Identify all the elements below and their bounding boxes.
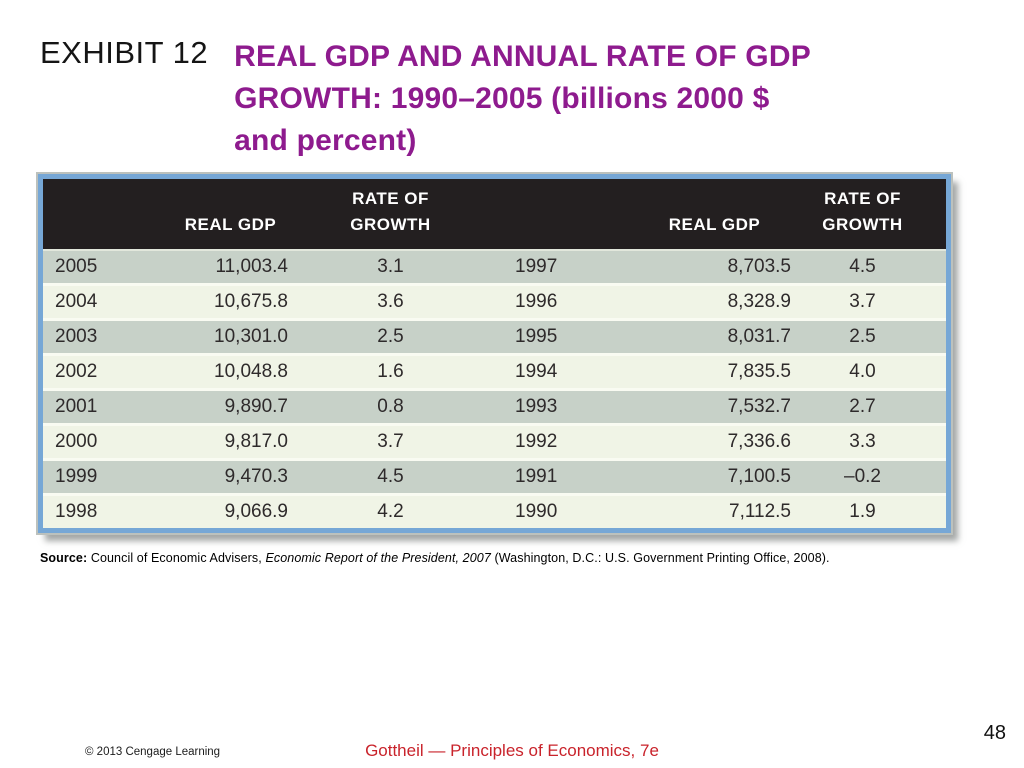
cell-gdp-left: 9,890.7 [224,396,288,417]
cell-year-left: 1998 [55,501,98,522]
cell-rate-left: 0.8 [377,396,404,417]
table-header-label: GROWTH [350,215,431,234]
table-row: 2000 9,817.0 3.7 1992 7,336.6 3.3 [43,423,946,458]
table-header-real-gdp-left: REAL GDP [153,179,308,249]
table-header-label: REAL GDP [184,215,277,234]
table-header-year-left-blank [43,179,153,249]
table-header-year-right-blank [473,179,628,249]
title-line-1: REAL GDP AND ANNUAL RATE OF GDP [234,40,811,73]
table-row: 1999 9,470.3 4.5 1991 7,100.5 –0.2 [43,458,946,493]
table-header-label: GROWTH [822,215,903,234]
cell-gdp-left: 9,066.9 [224,501,288,522]
source-text-italic: Economic Report of the President, 2007 [265,551,491,565]
cell-year-right: 1991 [515,466,558,487]
table-header-rate-right: RATE OF GROWTH [801,179,946,249]
cell-year-right: 1994 [515,361,558,382]
title-line-2: GROWTH: 1990–2005 (billions 2000 $ [234,82,770,115]
page-title: REAL GDP AND ANNUAL RATE OF GDP GROWTH: … [234,36,811,162]
cell-gdp-left: 10,048.8 [214,361,288,382]
cell-gdp-right: 7,532.7 [727,396,791,417]
cell-rate-left: 3.6 [377,291,404,312]
cell-year-left: 2002 [55,361,98,382]
copyright-text: © 2013 Cengage Learning [85,746,221,758]
source-text-pre: Council of Economic Advisers, [87,551,266,565]
cell-year-right: 1996 [515,291,558,312]
title-line-3: and percent) [234,124,417,157]
cell-rate-left: 3.7 [377,431,404,452]
cell-rate-right: 3.7 [849,291,876,312]
cell-gdp-left: 10,675.8 [214,291,288,312]
cell-year-right: 1993 [515,396,558,417]
cell-gdp-left: 9,470.3 [224,466,288,487]
cell-year-left: 2001 [55,396,98,417]
cell-year-right: 1992 [515,431,558,452]
cell-gdp-right: 8,328.9 [727,291,791,312]
cell-gdp-left: 11,003.4 [215,256,288,277]
cell-rate-left: 1.6 [377,361,404,382]
source-note: Source: Council of Economic Advisers, Ec… [40,551,960,565]
cell-rate-right: 2.7 [849,396,876,417]
cell-gdp-right: 7,835.5 [727,361,791,382]
cell-rate-left: 2.5 [377,326,404,347]
cell-gdp-right: 7,336.6 [727,431,791,452]
cell-gdp-left: 10,301.0 [214,326,288,347]
cell-rate-right: 1.9 [849,501,876,522]
cell-gdp-right: 8,703.5 [727,256,791,277]
gdp-table: REAL GDP RATE OF GROWTH REAL GDP RATE OF… [36,172,953,535]
cell-rate-left: 4.5 [377,466,404,487]
cell-rate-right: 4.0 [849,361,876,382]
table-header-real-gdp-right: REAL GDP [628,179,801,249]
cell-year-right: 1995 [515,326,558,347]
table-row: 1998 9,066.9 4.2 1990 7,112.5 1.9 [43,493,946,528]
table-header-label: RATE OF [824,189,901,208]
heading: EXHIBIT 12 REAL GDP AND ANNUAL RATE OF G… [40,36,811,162]
cell-year-left: 2005 [55,256,98,277]
exhibit-label: EXHIBIT 12 [40,35,209,70]
table-row: 2004 10,675.8 3.6 1996 8,328.9 3.7 [43,283,946,318]
cell-year-left: 1999 [55,466,98,487]
table-header-label: REAL GDP [668,215,761,234]
table-row: 2003 10,301.0 2.5 1995 8,031.7 2.5 [43,318,946,353]
source-text-post: (Washington, D.C.: U.S. Government Print… [490,551,830,565]
table-row: 2001 9,890.7 0.8 1993 7,532.7 2.7 [43,388,946,423]
cell-year-left: 2003 [55,326,98,347]
cell-year-right: 1997 [515,256,558,277]
cell-rate-right: –0.2 [844,466,881,487]
table-body: 2005 11,003.4 3.1 1997 8,703.5 4.5 2004 … [43,249,946,528]
page-number: 48 [983,722,1006,744]
table-header-row: REAL GDP RATE OF GROWTH REAL GDP RATE OF… [43,179,946,249]
cell-year-left: 2000 [55,431,98,452]
cell-gdp-left: 9,817.0 [224,431,288,452]
cell-gdp-right: 7,100.5 [727,466,791,487]
cell-rate-right: 2.5 [849,326,876,347]
cell-year-right: 1990 [515,501,558,522]
table-header-label: RATE OF [352,189,429,208]
cell-year-left: 2004 [55,291,98,312]
table-row: 2002 10,048.8 1.6 1994 7,835.5 4.0 [43,353,946,388]
table-row: 2005 11,003.4 3.1 1997 8,703.5 4.5 [43,249,946,283]
book-title: Gottheil — Principles of Economics, 7e [365,741,659,760]
cell-rate-right: 3.3 [849,431,876,452]
cell-rate-left: 4.2 [377,501,404,522]
cell-rate-left: 3.1 [377,256,404,277]
table-header-rate-left: RATE OF GROWTH [308,179,473,249]
source-label: Source: [40,551,88,565]
cell-gdp-right: 7,112.5 [729,501,791,522]
cell-rate-right: 4.5 [849,256,876,277]
cell-gdp-right: 8,031.7 [727,326,791,347]
